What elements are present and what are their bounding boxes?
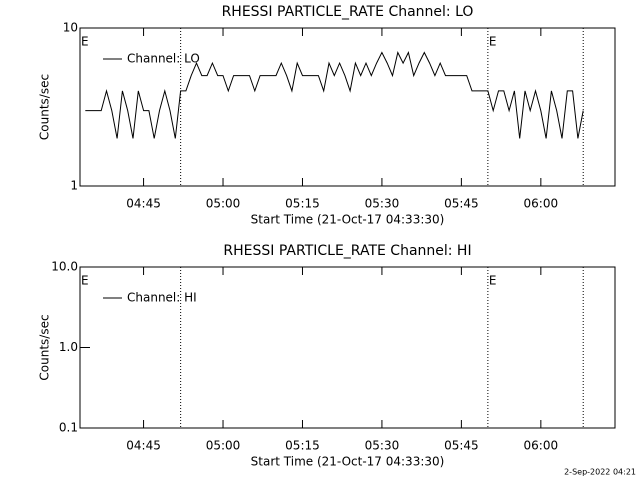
chart-title: RHESSI PARTICLE_RATE Channel: LO — [222, 4, 474, 20]
y-tick-label: 1 — [70, 179, 78, 193]
x-tick-label: 05:30 — [365, 197, 400, 211]
y-tick-label: 10 — [63, 21, 78, 35]
y-tick-label: 10.0 — [51, 260, 78, 274]
annotation: E — [489, 35, 497, 49]
x-tick-label: 05:45 — [444, 439, 479, 453]
annotation: E — [81, 35, 89, 49]
x-tick-label: 05:15 — [285, 197, 320, 211]
chart-title: RHESSI PARTICLE_RATE Channel: HI — [223, 243, 471, 259]
y-tick-label: 0.1 — [59, 421, 78, 435]
plot-frame — [79, 27, 616, 187]
x-tick-label: 06:00 — [524, 439, 559, 453]
annotation: E — [489, 274, 497, 288]
annotation: E — [81, 274, 89, 288]
x-axis-label: Start Time (21-Oct-17 04:33:30) — [251, 213, 445, 227]
y-axis-label: Counts/sec — [38, 314, 52, 380]
x-tick-label: 04:45 — [126, 197, 161, 211]
x-tick-label: 05:45 — [444, 197, 479, 211]
legend-label: Channel: LO — [127, 52, 200, 66]
legend-label: Channel: HI — [127, 291, 197, 305]
x-tick-label: 05:30 — [365, 439, 400, 453]
data-line — [85, 51, 584, 139]
y-axis-label: Counts/sec — [38, 74, 52, 140]
footer: 2-Sep-2022 04:21 — [564, 468, 636, 477]
y-tick-label: 1.0 — [59, 340, 78, 354]
x-tick-label: 05:00 — [206, 439, 241, 453]
x-tick-label: 06:00 — [524, 197, 559, 211]
x-axis-label: Start Time (21-Oct-17 04:33:30) — [251, 455, 445, 469]
x-tick-label: 05:15 — [285, 439, 320, 453]
x-tick-label: 04:45 — [126, 439, 161, 453]
x-tick-label: 05:00 — [206, 197, 241, 211]
